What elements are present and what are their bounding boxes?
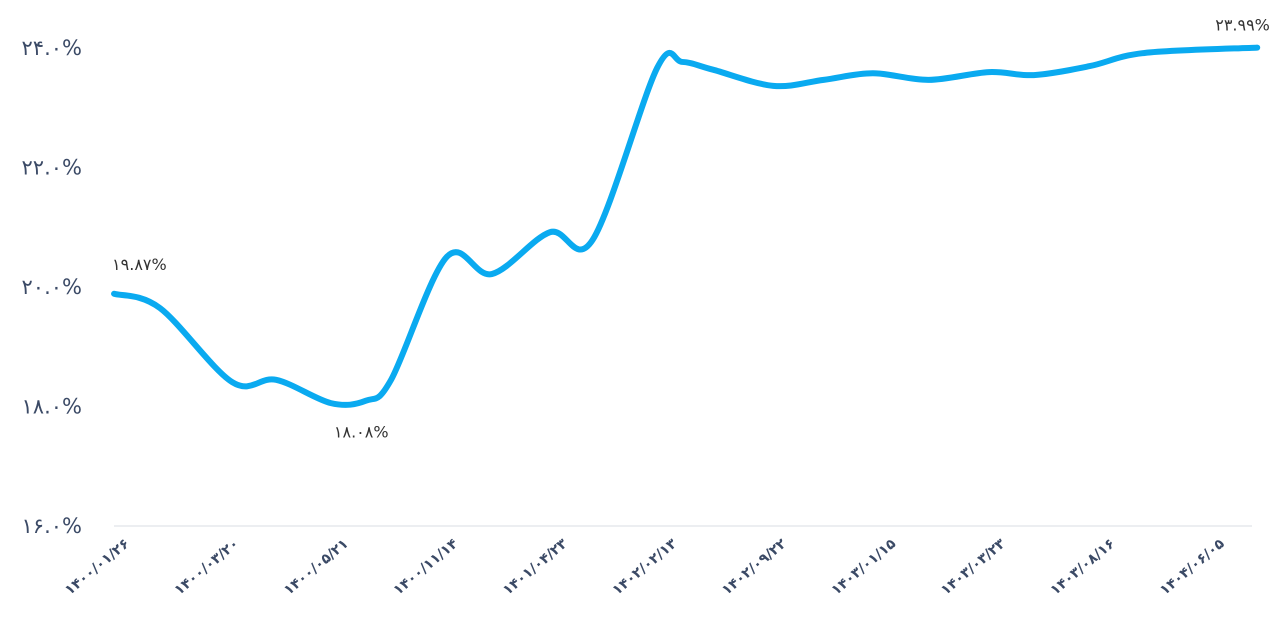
x-tick-label: ۱۴۰۲/۰۹/۲۲ bbox=[719, 536, 790, 599]
data-label: ۱۸.۰۸% bbox=[334, 423, 389, 442]
data-label: ۱۹.۸۷% bbox=[112, 255, 167, 274]
x-tick-label: ۱۴۰۲/۰۲/۱۳ bbox=[610, 536, 681, 599]
x-tick-label: ۱۴۰۰/۰۱/۲۶ bbox=[62, 536, 132, 599]
y-tick-label: ۲۲.۰% bbox=[22, 156, 82, 180]
x-tick-label: ۱۴۰۳/۰۳/۲۳ bbox=[938, 536, 1009, 599]
x-tick-label: ۱۴۰۱/۰۴/۲۳ bbox=[500, 536, 571, 599]
x-axis: ۱۴۰۰/۰۱/۲۶ ۱۴۰۰/۰۳/۲۰ ۱۴۰۰/۰۵/۲۱ ۱۴۰۰/۱۱/۱۴… bbox=[62, 536, 1228, 599]
y-tick-label: ۲۴.۰% bbox=[22, 36, 82, 60]
y-tick-label: ۱۸.۰% bbox=[22, 395, 82, 419]
data-label: ۲۳.۹۹% bbox=[1215, 16, 1270, 35]
x-tick-label: ۱۴۰۰/۱۱/۱۴ bbox=[391, 536, 462, 599]
y-tick-label: ۱۶.۰% bbox=[22, 514, 82, 538]
x-tick-label: ۱۴۰۳/۰۸/۱۶ bbox=[1048, 536, 1118, 599]
series-line bbox=[111, 44, 1261, 408]
x-tick-label: ۱۴۰۴/۰۶/۰۵ bbox=[1157, 536, 1228, 599]
annotations: ۱۹.۸۷% ۱۸.۰۸% ۲۳.۹۹% bbox=[112, 16, 1270, 442]
x-tick-label: ۱۴۰۰/۰۳/۲۰ bbox=[172, 536, 242, 599]
x-tick-label: ۱۴۰۳/۰۱/۱۵ bbox=[829, 536, 900, 599]
y-axis: ۲۴.۰% ۲۲.۰% ۲۰.۰% ۱۸.۰% ۱۶.۰% bbox=[22, 36, 82, 538]
y-tick-label: ۲۰.۰% bbox=[22, 275, 82, 299]
x-tick-label: ۱۴۰۰/۰۵/۲۱ bbox=[281, 536, 351, 599]
